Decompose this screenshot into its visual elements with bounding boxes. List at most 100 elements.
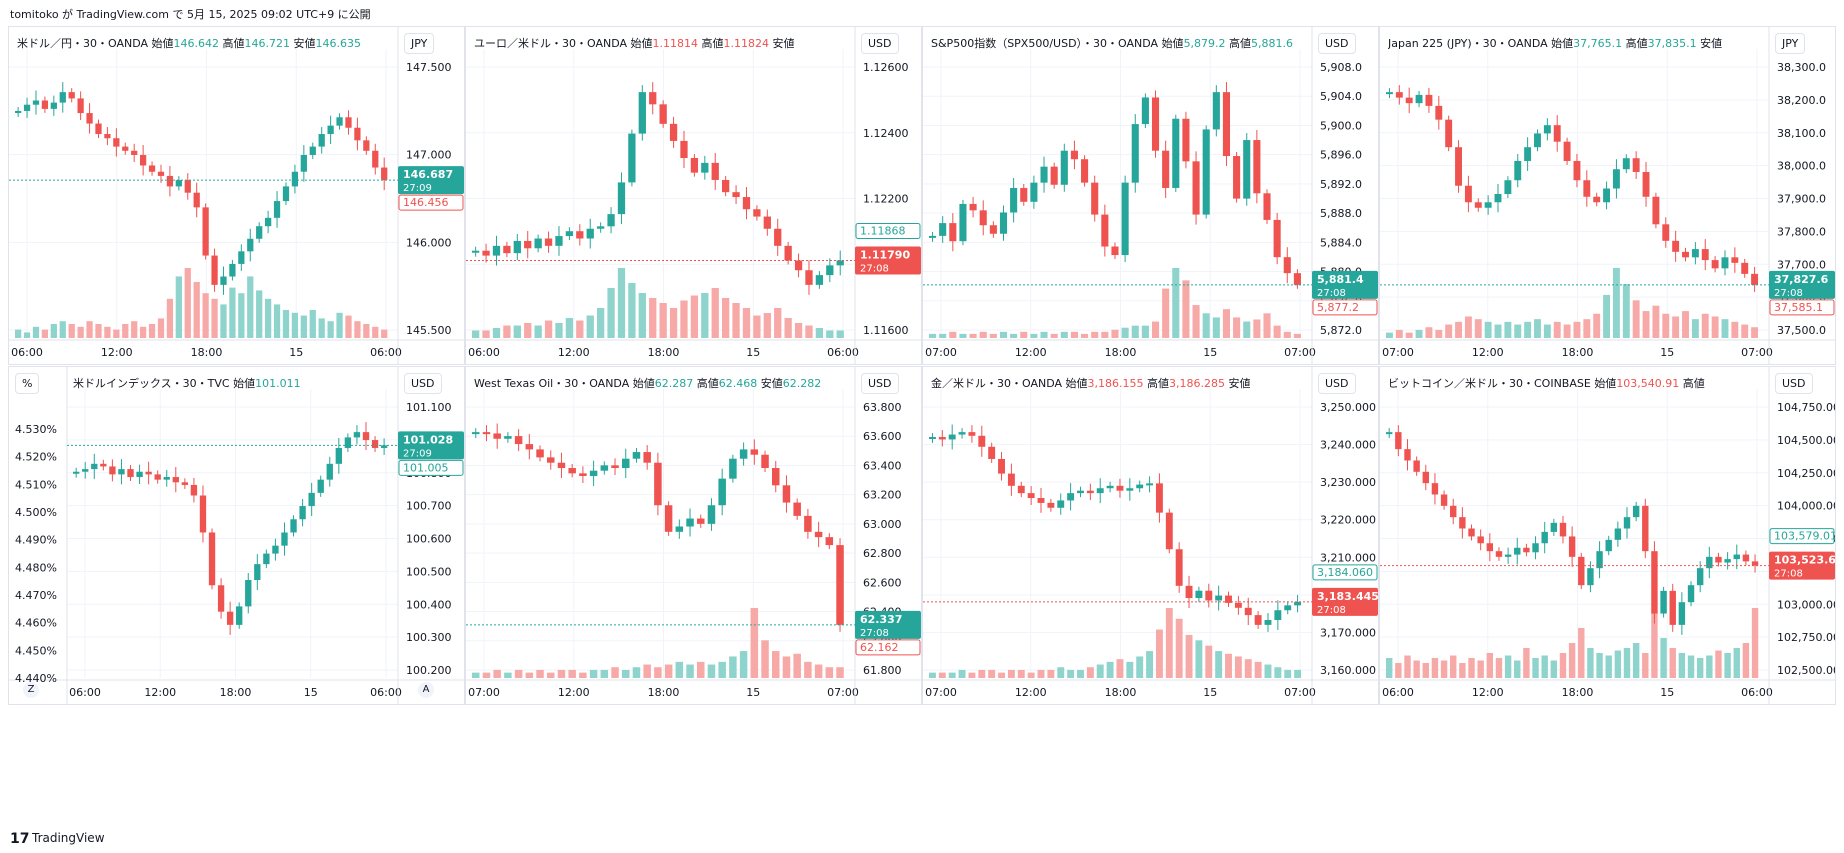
volume-bar (547, 672, 555, 678)
chart-canvas[interactable]: 06:0012:0018:001506:00101.100100.900100.… (9, 367, 465, 705)
chart-panel[interactable]: 06:00 12:00 18:00 15 06:00 1.12600 1.12400 1.12… (465, 26, 922, 365)
left-axis-tick-label: 4.490% (15, 534, 57, 547)
candle-body (939, 223, 947, 236)
volume-bar (1264, 664, 1272, 678)
volume-bar (1274, 667, 1282, 678)
chart-panel[interactable]: 07:00 12:00 18:00 15 07:00 5,908.0 5,904.0 5,90… (922, 26, 1379, 365)
volume-bar (1413, 660, 1420, 678)
chart-panel[interactable]: 07:00 12:00 18:00 15 07:00 63.800 63.600 63.400… (465, 366, 922, 705)
chart-title[interactable]: Japan 225 (JPY)・30・OANDA 始値37,765.1 高値37… (1388, 35, 1722, 51)
tradingview-logo-text[interactable]: TradingView (32, 831, 105, 845)
candle-body (1751, 561, 1759, 566)
candle-body (1283, 257, 1291, 274)
ohlc-label: 始値 (151, 37, 174, 50)
volume-bar (345, 315, 352, 338)
currency-button[interactable]: USD (1318, 373, 1356, 394)
candle-body (1642, 505, 1649, 552)
candle-body (91, 463, 98, 470)
candle-body (782, 485, 791, 503)
currency-button[interactable]: JPY (1775, 33, 1806, 54)
volume-bar (1077, 669, 1084, 678)
candle-body (335, 447, 342, 464)
currency-button[interactable]: USD (861, 373, 899, 394)
zoom-button[interactable]: Z (23, 682, 39, 698)
y-axis-tick-label: 3,250.000 (1320, 401, 1376, 414)
chart-title[interactable]: S&P500指数（SPX500/USD）・30・OANDA 始値5,879.2 … (931, 35, 1293, 51)
chart-canvas[interactable]: 06:00 12:00 18:00 15 06:00 147.500 147.000 146.… (9, 27, 465, 365)
x-axis-tick-label: 15 (746, 346, 760, 359)
chart-canvas[interactable]: 07:00 12:00 18:00 15 07:00 63.800 63.600 63.400… (466, 367, 922, 705)
chart-title[interactable]: ユーロ／米ドル・30・OANDA 始値1.11814 高値1.11824 安値 (474, 35, 794, 51)
volume-bar (793, 653, 801, 678)
chart-canvas[interactable]: 07:00 12:00 18:00 15 07:00 38,300.0 38,200.0 38… (1380, 27, 1836, 365)
chart-title[interactable]: 米ドルインデックス・30・TVC 始値101.011 (73, 375, 301, 391)
candle-body (825, 537, 834, 546)
y-axis-tick-label: 100.300 (406, 631, 452, 644)
candle-body (32, 100, 40, 105)
chart-title[interactable]: 米ドル／円・30・OANDA 始値146.642 高値146.721 安値146… (17, 35, 361, 51)
candle-body (701, 162, 709, 173)
candle-body (1651, 551, 1658, 614)
volume-bar (948, 672, 956, 678)
secondary-price-value: 5,877.2 (1317, 301, 1359, 314)
volume-bar (600, 669, 609, 678)
volume-bar (1106, 661, 1114, 678)
chart-title[interactable]: ビットコイン／米ドル・30・COINBASE 始値103,540.91 高値 (1388, 375, 1705, 391)
candle-body (199, 495, 207, 533)
candle-body (1431, 483, 1439, 495)
ohlc-value: 62.287 (654, 377, 697, 390)
candle-body (1642, 171, 1650, 197)
volume-bar (1422, 663, 1429, 678)
candle-body (729, 458, 737, 479)
volume-bar (1146, 651, 1154, 678)
volume-bar (939, 333, 947, 338)
candle-body (1464, 185, 1472, 203)
currency-button[interactable]: USD (1318, 33, 1356, 54)
auto-scale-button[interactable]: A (418, 682, 434, 698)
currency-button[interactable]: USD (404, 373, 442, 394)
chart-title[interactable]: West Texas Oil・30・OANDA 始値62.287 高値62.46… (474, 375, 821, 391)
chart-panel[interactable]: 06:0012:0018:001506:00101.100100.900100.… (8, 366, 465, 705)
candle-body (504, 436, 512, 439)
candle-body (1060, 150, 1068, 185)
chart-panel[interactable]: 07:00 12:00 18:00 15 07:00 3,250.000 3,240.000… (922, 366, 1379, 705)
volume-bar (86, 321, 93, 338)
candle-body (938, 437, 946, 440)
candle-body (1687, 585, 1695, 603)
symbol-name: West Texas Oil・30・OANDA (474, 377, 633, 390)
y-axis-tick-label: 104,000.00 (1777, 500, 1836, 513)
volume-bar (622, 669, 630, 678)
candle-body (1121, 182, 1129, 256)
currency-button[interactable]: JPY (404, 33, 435, 54)
tradingview-logo-icon[interactable]: 17 (10, 831, 30, 847)
chart-canvas[interactable]: 06:00 12:00 18:00 15 06:00 1.12600 1.12400 1.12… (466, 27, 922, 365)
chart-panel[interactable]: 06:00 12:00 18:00 15 06:00 104,750.00 104,500.… (1379, 366, 1836, 705)
currency-button[interactable]: USD (1775, 373, 1813, 394)
ohlc-label: 始値 (1594, 377, 1617, 390)
left-scale-button[interactable]: % (15, 373, 40, 394)
y-axis-tick-label: 38,100.0 (1777, 127, 1826, 140)
secondary-price-value: 103,579.01 (1774, 530, 1836, 543)
candle-body (1440, 494, 1448, 506)
ohlc-label: 始値 (233, 377, 256, 390)
volume-bar (1244, 659, 1252, 678)
y-axis-tick-label: 100.400 (406, 598, 452, 611)
candle-body (772, 468, 780, 486)
candle-body (1017, 485, 1025, 494)
volume-bar (1440, 660, 1448, 678)
chart-canvas[interactable]: 07:00 12:00 18:00 15 07:00 3,250.000 3,240.000… (923, 367, 1379, 705)
volume-bar (836, 330, 844, 338)
currency-button[interactable]: USD (861, 33, 899, 54)
candle-body (282, 186, 290, 202)
chart-panel[interactable]: 06:00 12:00 18:00 15 06:00 147.500 147.000 146.… (8, 26, 465, 365)
chart-panel[interactable]: 07:00 12:00 18:00 15 07:00 38,300.0 38,200.0 38… (1379, 26, 1836, 365)
candle-body (1264, 619, 1272, 625)
candle-body (300, 154, 307, 172)
chart-canvas[interactable]: 07:00 12:00 18:00 15 07:00 5,908.0 5,904.0 5,90… (923, 27, 1379, 365)
chart-title[interactable]: 金／米ドル・30・OANDA 始値3,186.155 高値3,186.285 安… (931, 375, 1250, 391)
chart-canvas[interactable]: 06:00 12:00 18:00 15 06:00 104,750.00 104,500.… (1380, 367, 1836, 705)
ohlc-value: 146.642 (173, 37, 223, 50)
volume-bar (193, 282, 200, 338)
volume-bar (836, 667, 844, 678)
volume-bar (763, 313, 771, 338)
